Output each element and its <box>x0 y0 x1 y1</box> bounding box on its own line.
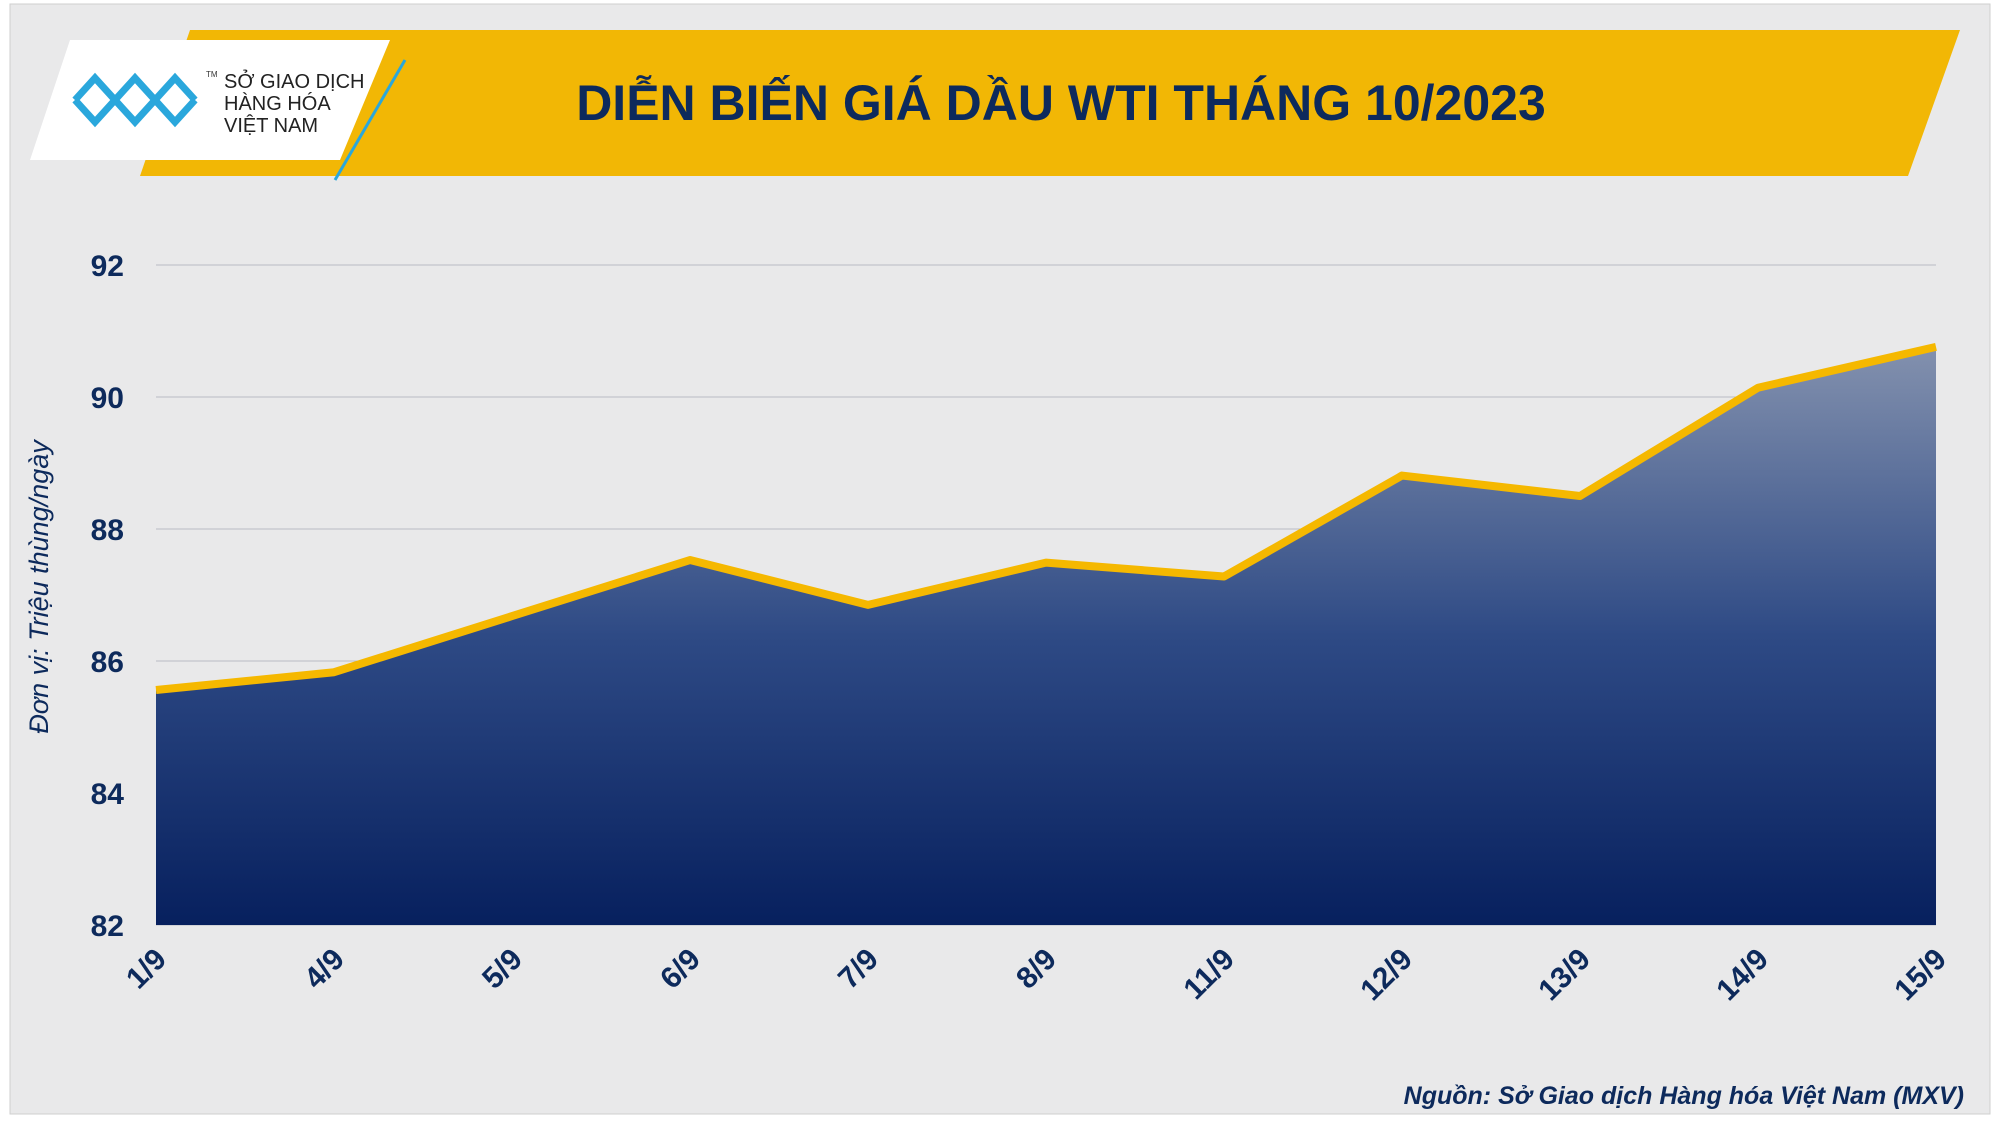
logo-mark <box>72 72 198 128</box>
y-axis-label: Đơn vị: Triệu thùng/ngày <box>24 439 54 734</box>
y-tick-label: 82 <box>91 910 124 943</box>
y-tick-label: 86 <box>91 646 124 679</box>
source-note: Nguồn: Sở Giao dịch Hàng hóa Việt Nam (M… <box>1404 1082 1964 1110</box>
logo-text: VIỆT NAM <box>224 114 318 137</box>
logo-tm: TM <box>206 70 218 79</box>
logo-box <box>30 40 390 160</box>
line <box>155 342 1937 695</box>
title-banner <box>140 30 1960 176</box>
y-tick-label: 92 <box>91 250 124 283</box>
logo-text: HÀNG HÓA <box>224 92 331 115</box>
logo-text: SỞ GIAO DỊCH <box>224 69 365 93</box>
y-tick-label: 84 <box>91 778 125 811</box>
logo-accent <box>333 59 407 181</box>
area <box>156 346 1936 926</box>
chart-title: DIỄN BIẾN GIÁ DẦU WTI THÁNG 10/2023 <box>576 75 1546 131</box>
y-tick-label: 90 <box>91 382 124 415</box>
y-tick-label: 88 <box>91 514 124 547</box>
